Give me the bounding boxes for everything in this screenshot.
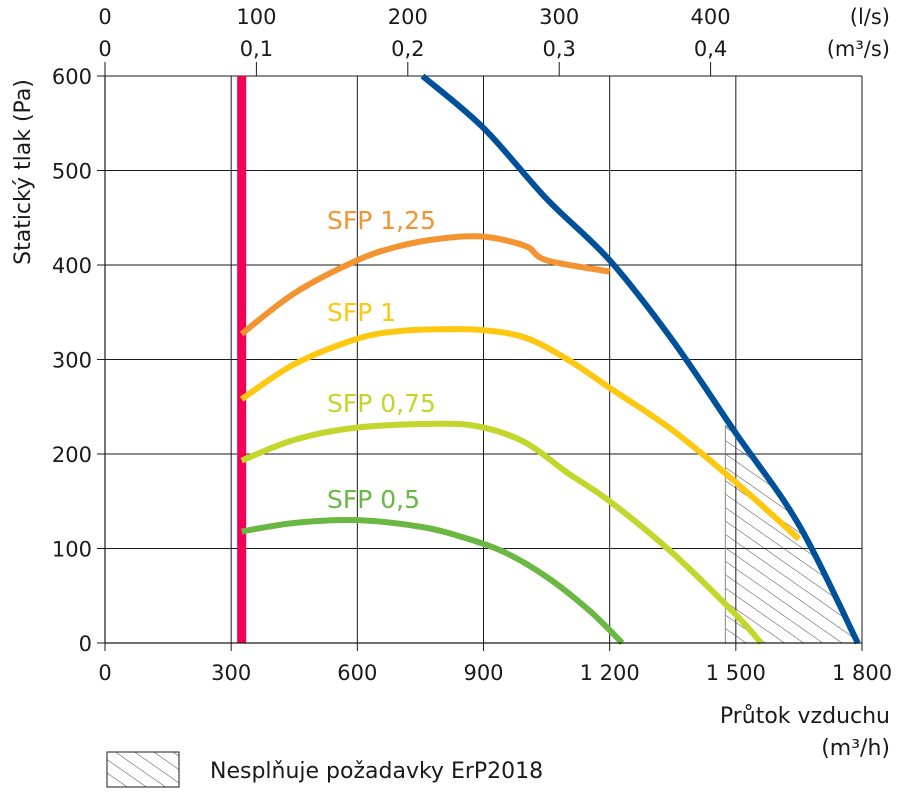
- y-tick-label: 200: [52, 443, 92, 467]
- top-m3s-tick-label: 0,2: [391, 37, 424, 61]
- legend-swatch: [106, 751, 180, 788]
- top-m3s-tick-label: 0: [98, 37, 111, 61]
- top-m3s-tick-label: 0,4: [694, 37, 727, 61]
- sfp-0-5-curve: [241, 517, 625, 646]
- top-ls-tick-label: 100: [236, 5, 276, 29]
- x-tick-label: 1 800: [832, 661, 892, 685]
- x-axis-title: Průtok vzduchu: [720, 704, 890, 729]
- tick-labels: 0 300 600 900 1 200 1 500 1 800 0 100 200 300 400 50…: [52, 5, 892, 685]
- x-tick-label: 1 200: [580, 661, 640, 685]
- legend: Nesplňuje požadavky ErP2018: [106, 751, 543, 788]
- series-label: SFP 1,25: [327, 206, 436, 235]
- x-tick-label: 0: [98, 661, 111, 685]
- x-tick-label: 600: [337, 661, 377, 685]
- x-tick-label: 300: [211, 661, 251, 685]
- x-tick-label: 1 500: [706, 661, 766, 685]
- y-tick-label: 500: [52, 160, 92, 184]
- grid-lines: [105, 75, 863, 644]
- sfp-1-25-curve: [239, 233, 611, 337]
- x-tick-label: 900: [463, 661, 503, 685]
- top-ls-tick-label: 0: [98, 5, 111, 29]
- series-lines: [237, 73, 861, 646]
- series-label: SFP 0,75: [327, 389, 436, 418]
- y-axis-title: Statický tlak (Pa): [11, 79, 36, 265]
- top-ls-tick-label: 200: [388, 5, 428, 29]
- sfp-1-curve: [239, 326, 801, 542]
- x-axis-unit: (m³/h): [821, 736, 890, 761]
- y-tick-label: 0: [79, 632, 92, 656]
- top-m3s-unit: (m³/s): [827, 37, 890, 61]
- y-tick-label: 400: [52, 254, 92, 278]
- series-labels: SFP 1,25 SFP 1 SFP 0,75 SFP 0,5: [327, 206, 436, 514]
- y-tick-label: 600: [52, 65, 92, 89]
- max-flow-curve: [420, 73, 861, 645]
- series-label: SFP 1: [327, 298, 396, 327]
- top-ls-tick-label: 400: [691, 5, 731, 29]
- top-m3s-tick-label: 0,1: [240, 37, 273, 61]
- y-tick-label: 100: [52, 538, 92, 562]
- axis-titles: Průtok vzduchu (m³/h) Statický tlak (Pa): [11, 79, 890, 761]
- top-ls-tick-label: 300: [539, 5, 579, 29]
- sfp-0-75-curve: [240, 420, 764, 645]
- legend-label: Nesplňuje požadavky ErP2018: [210, 759, 543, 784]
- top-m3s-tick-label: 0,3: [542, 37, 575, 61]
- series-label: SFP 0,5: [327, 485, 420, 514]
- y-tick-label: 300: [52, 349, 92, 373]
- top-ls-unit: (l/s): [850, 5, 890, 29]
